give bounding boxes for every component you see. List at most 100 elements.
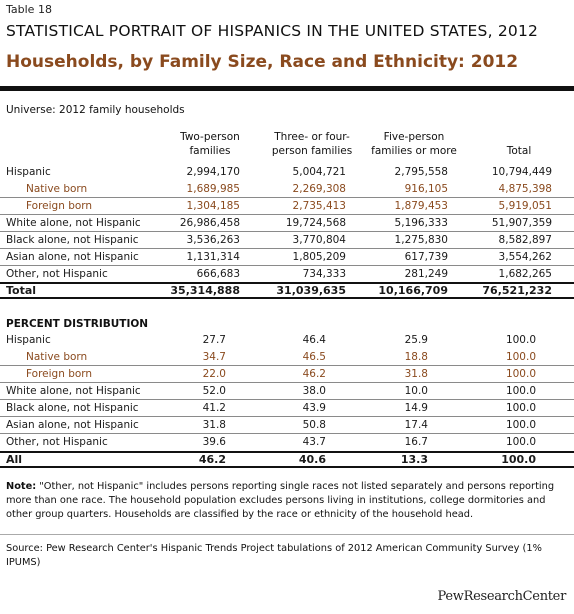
count-row: Hispanic 2,994,170 5,004,721 2,795,558 10,79… bbox=[0, 164, 574, 181]
count-cell: 1,689,985 bbox=[186, 183, 240, 195]
count-cell: 5,004,721 bbox=[292, 166, 346, 178]
count-cell: 1,275,830 bbox=[394, 234, 448, 246]
count-cell: 8,582,897 bbox=[498, 234, 552, 246]
count-cell: 281,249 bbox=[404, 268, 448, 280]
count-cell: 5,919,051 bbox=[498, 200, 552, 212]
table-label: Table 18 bbox=[6, 3, 52, 16]
percent-cell: 31.8 bbox=[202, 419, 226, 431]
percent-cell: 27.7 bbox=[202, 334, 226, 346]
count-row-label: Hispanic bbox=[6, 166, 51, 178]
percent-cell: 39.6 bbox=[202, 436, 226, 448]
percent-cell: 43.7 bbox=[302, 436, 326, 448]
all-two-person: 46.2 bbox=[198, 453, 226, 466]
percent-cell: 100.0 bbox=[505, 419, 536, 431]
count-row: Asian alone, not Hispanic 1,131,314 1,805,… bbox=[0, 249, 574, 266]
count-cell: 26,986,458 bbox=[179, 217, 240, 229]
count-cell: 2,735,413 bbox=[292, 200, 346, 212]
total-row-label: Total bbox=[6, 284, 37, 297]
count-cell: 2,269,308 bbox=[292, 183, 346, 195]
total-row-wrap: Total 35,314,888 31,039,635 10,166,709 7… bbox=[0, 282, 574, 299]
percent-cell: 100.0 bbox=[505, 436, 536, 448]
percent-cell: 16.7 bbox=[404, 436, 428, 448]
brand-logo: PewResearchCenter bbox=[437, 589, 567, 604]
percent-row: Other, not Hispanic 39.6 43.7 16.7 100.0 bbox=[0, 434, 574, 451]
count-cell: 10,794,449 bbox=[491, 166, 552, 178]
percent-cell: 43.9 bbox=[302, 402, 326, 414]
percent-row-label: Other, not Hispanic bbox=[6, 436, 108, 448]
universe-note: Universe: 2012 family households bbox=[6, 104, 185, 116]
footnote: Note: "Other, not Hispanic" includes per… bbox=[6, 480, 568, 522]
column-header-two-person: Two-person families bbox=[180, 131, 240, 157]
source-note: Source: Pew Research Center's Hispanic T… bbox=[6, 543, 542, 568]
percent-cell: 38.0 bbox=[302, 385, 326, 397]
counts-table: Hispanic 2,994,170 5,004,721 2,795,558 10,79… bbox=[0, 164, 574, 283]
percent-row: White alone, not Hispanic 52.0 38.0 10.0 100… bbox=[0, 383, 574, 400]
percent-row: Native born 34.7 46.5 18.8 100.0 bbox=[0, 349, 574, 366]
percent-row-label: Black alone, not Hispanic bbox=[6, 402, 139, 414]
count-row-label: Native born bbox=[26, 183, 88, 195]
percent-cell: 50.8 bbox=[302, 419, 326, 431]
percent-cell: 22.0 bbox=[202, 368, 226, 380]
supertitle: STATISTICAL PORTRAIT OF HISPANICS IN THE… bbox=[6, 22, 539, 40]
count-cell: 617,739 bbox=[404, 251, 448, 263]
percent-row-label: Hispanic bbox=[6, 334, 51, 346]
all-row-label: All bbox=[6, 453, 23, 466]
count-row-label: Foreign born bbox=[26, 200, 93, 212]
all-five-person: 13.3 bbox=[400, 453, 428, 466]
percent-cell: 17.4 bbox=[404, 419, 428, 431]
percent-cell: 100.0 bbox=[505, 402, 536, 414]
total-five-person: 10,166,709 bbox=[378, 284, 448, 297]
all-row-wrap: All 46.2 40.6 13.3 100.0 bbox=[0, 451, 574, 468]
column-header-five-person: Five-person families or more bbox=[371, 131, 457, 157]
percent-row: Asian alone, not Hispanic 31.8 50.8 17.4 100… bbox=[0, 417, 574, 434]
percent-cell: 46.5 bbox=[302, 351, 326, 363]
percent-row: Foreign born 22.0 46.2 31.8 100.0 bbox=[0, 366, 574, 383]
percent-row-label: Asian alone, not Hispanic bbox=[6, 419, 139, 431]
percent-row-label: White alone, not Hispanic bbox=[6, 385, 141, 397]
percent-row: Hispanic 27.7 46.4 25.9 100.0 bbox=[0, 332, 574, 349]
percent-cell: 18.8 bbox=[404, 351, 428, 363]
count-row-label: Black alone, not Hispanic bbox=[6, 234, 139, 246]
top-rule bbox=[0, 86, 574, 91]
percent-cell: 14.9 bbox=[404, 402, 428, 414]
count-row: Black alone, not Hispanic 3,536,263 3,770,… bbox=[0, 232, 574, 249]
count-row: White alone, not Hispanic 26,986,458 19,72… bbox=[0, 215, 574, 232]
column-header-total: Total bbox=[506, 145, 532, 157]
count-cell: 3,770,804 bbox=[292, 234, 346, 246]
percent-section-heading: PERCENT DISTRIBUTION bbox=[6, 318, 149, 330]
all-three-four-person: 40.6 bbox=[298, 453, 326, 466]
total-three-four-person: 31,039,635 bbox=[276, 284, 346, 297]
percent-cell: 46.4 bbox=[302, 334, 326, 346]
all-total: 100.0 bbox=[501, 453, 536, 466]
percent-cell: 100.0 bbox=[505, 351, 536, 363]
count-cell: 2,795,558 bbox=[394, 166, 448, 178]
count-cell: 3,554,262 bbox=[498, 251, 552, 263]
count-cell: 5,196,333 bbox=[394, 217, 448, 229]
percent-cell: 31.8 bbox=[404, 368, 428, 380]
all-row: All 46.2 40.6 13.3 100.0 bbox=[0, 451, 574, 468]
total-two-person: 35,314,888 bbox=[170, 284, 240, 297]
count-cell: 19,724,568 bbox=[285, 217, 346, 229]
total-total: 76,521,232 bbox=[482, 284, 552, 297]
count-cell: 916,105 bbox=[404, 183, 448, 195]
count-cell: 1,805,209 bbox=[292, 251, 346, 263]
count-cell: 734,333 bbox=[302, 268, 346, 280]
note-label: Note: bbox=[6, 481, 37, 492]
count-cell: 1,131,314 bbox=[186, 251, 240, 263]
percent-cell: 100.0 bbox=[505, 334, 536, 346]
count-cell: 1,879,453 bbox=[394, 200, 448, 212]
count-cell: 2,994,170 bbox=[186, 166, 240, 178]
count-row-label: Asian alone, not Hispanic bbox=[6, 251, 139, 263]
count-cell: 666,683 bbox=[196, 268, 240, 280]
note-text: "Other, not Hispanic" includes persons r… bbox=[6, 481, 555, 520]
percent-cell: 25.9 bbox=[404, 334, 428, 346]
count-row: Native born 1,689,985 2,269,308 916,105 4,87… bbox=[0, 181, 574, 198]
count-cell: 4,875,398 bbox=[498, 183, 552, 195]
column-header-three-four-person: Three- or four- person families bbox=[271, 131, 353, 157]
percent-cell: 100.0 bbox=[505, 385, 536, 397]
percent-cell: 34.7 bbox=[202, 351, 226, 363]
percent-row-label: Foreign born bbox=[26, 368, 93, 380]
percent-cell: 52.0 bbox=[202, 385, 226, 397]
count-cell: 51,907,359 bbox=[491, 217, 552, 229]
count-cell: 1,682,265 bbox=[498, 268, 552, 280]
